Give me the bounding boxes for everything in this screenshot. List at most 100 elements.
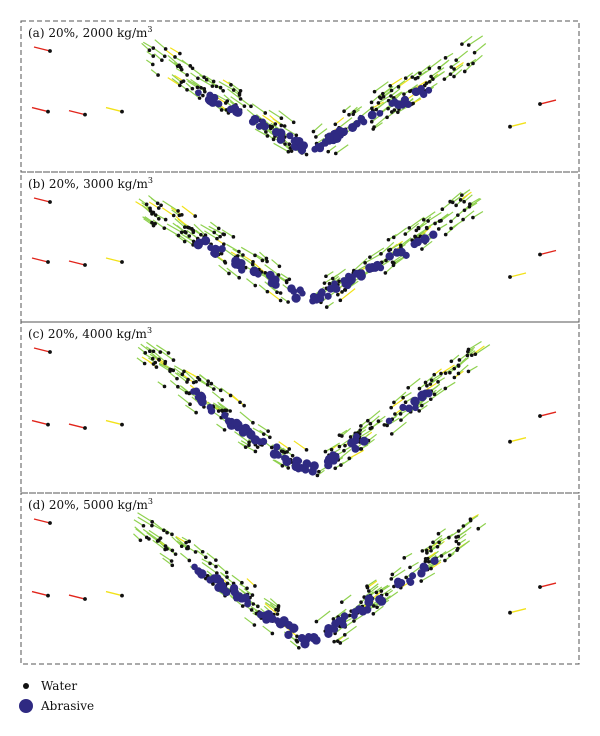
velocity-vector bbox=[148, 201, 160, 209]
velocity-vector bbox=[162, 200, 179, 212]
abrasive-particle bbox=[326, 284, 335, 293]
water-particle bbox=[386, 106, 390, 111]
velocity-vector bbox=[458, 357, 469, 367]
velocity-vector bbox=[359, 428, 374, 438]
velocity-vector bbox=[239, 411, 254, 424]
water-particle bbox=[265, 134, 270, 138]
water-particle bbox=[253, 584, 257, 588]
velocity-vector bbox=[430, 561, 442, 570]
velocity-vector bbox=[196, 550, 207, 558]
water-particle bbox=[83, 112, 87, 117]
water-particle bbox=[437, 540, 441, 545]
water-particle bbox=[424, 81, 429, 85]
water-particle bbox=[150, 523, 154, 528]
velocity-vector bbox=[212, 402, 226, 411]
abrasive-particle bbox=[277, 135, 285, 143]
abrasive-particle bbox=[405, 404, 413, 413]
water-particle bbox=[343, 443, 347, 448]
water-particle bbox=[163, 544, 168, 548]
velocity-vector bbox=[468, 35, 484, 46]
water-particle bbox=[454, 539, 459, 544]
velocity-vectors bbox=[31, 35, 557, 155]
water-particle bbox=[425, 383, 429, 388]
velocity-vector bbox=[31, 257, 49, 263]
water-particle bbox=[180, 212, 184, 217]
velocity-vector bbox=[105, 257, 123, 263]
velocity-vector bbox=[432, 534, 443, 543]
water-particle bbox=[151, 362, 156, 366]
water-particle bbox=[382, 423, 387, 427]
velocity-vector bbox=[391, 567, 402, 575]
panel-label: (c) 20%, 4000 kg/m3 bbox=[28, 326, 152, 341]
water-particle bbox=[304, 448, 309, 452]
water-particle bbox=[214, 84, 219, 89]
water-marker-icon bbox=[23, 683, 29, 689]
water-particle bbox=[265, 259, 269, 264]
abrasive-particle bbox=[324, 292, 332, 300]
water-particle bbox=[456, 542, 461, 546]
water-particle bbox=[388, 247, 393, 252]
water-particle bbox=[187, 539, 191, 544]
water-particle bbox=[290, 453, 295, 458]
velocity-vector bbox=[164, 226, 179, 236]
velocity-vector bbox=[386, 110, 397, 118]
water-particle bbox=[508, 275, 512, 279]
water-particle bbox=[221, 88, 225, 93]
water-particle bbox=[205, 382, 210, 387]
velocity-vector bbox=[105, 419, 123, 426]
water-particle bbox=[279, 449, 284, 453]
water-particle bbox=[150, 520, 155, 524]
water-particle bbox=[120, 422, 124, 427]
abrasive-particle bbox=[359, 436, 369, 446]
velocity-vector bbox=[368, 583, 379, 592]
water-particle bbox=[120, 109, 124, 114]
water-particle bbox=[297, 645, 301, 650]
velocity-vector bbox=[162, 557, 173, 566]
water-particle bbox=[238, 97, 243, 101]
velocity-vector bbox=[230, 96, 245, 107]
water-particle bbox=[370, 106, 374, 111]
water-particle bbox=[439, 371, 443, 376]
velocity-vector bbox=[152, 219, 165, 229]
velocity-vector bbox=[381, 588, 392, 596]
velocity-vector bbox=[142, 41, 154, 49]
velocity-vector bbox=[450, 219, 465, 229]
water-particle bbox=[204, 77, 209, 82]
water-particle bbox=[466, 349, 470, 354]
velocity-vector bbox=[148, 529, 161, 539]
water-particle bbox=[256, 604, 260, 609]
velocity-vector bbox=[539, 249, 557, 256]
velocity-vector bbox=[509, 437, 527, 443]
water-particle bbox=[392, 261, 396, 265]
water-particle bbox=[150, 356, 155, 361]
velocity-vector bbox=[142, 216, 153, 224]
water-particle bbox=[340, 434, 344, 438]
velocity-vector bbox=[369, 247, 385, 258]
velocity-vector bbox=[325, 442, 341, 453]
abrasive-particle bbox=[290, 287, 298, 295]
water-particle bbox=[210, 84, 215, 88]
water-particle bbox=[413, 76, 418, 81]
water-particle bbox=[166, 351, 171, 355]
abrasive-particle bbox=[212, 576, 220, 584]
water-particle bbox=[151, 349, 156, 354]
water-particle bbox=[278, 298, 283, 303]
abrasive-particle bbox=[360, 118, 368, 126]
water-particle bbox=[381, 91, 385, 96]
velocity-vector bbox=[391, 421, 407, 435]
water-particle bbox=[389, 405, 393, 410]
water-particle bbox=[249, 104, 253, 109]
velocity-vector bbox=[68, 260, 86, 266]
water-particle bbox=[390, 572, 395, 577]
water-particle bbox=[295, 634, 299, 639]
velocity-vector bbox=[293, 440, 307, 451]
velocity-vector bbox=[366, 579, 377, 587]
water-particle bbox=[264, 130, 268, 134]
abrasive-particle bbox=[305, 632, 313, 640]
water-particle bbox=[193, 550, 198, 554]
water-particle bbox=[224, 570, 229, 575]
water-particle bbox=[442, 77, 447, 81]
water-particle bbox=[163, 217, 168, 222]
velocity-vector bbox=[405, 566, 421, 578]
